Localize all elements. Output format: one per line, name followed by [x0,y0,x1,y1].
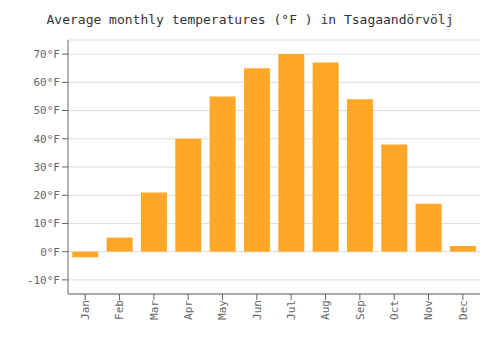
svg-text:Dec: Dec [457,300,470,320]
svg-text:30°F: 30°F [34,161,61,174]
html-text:Average monthly temperatures (: Average monthly temperatures (°F ) in Ts… [46,12,454,27]
svg-text:Oct: Oct [388,300,401,320]
svg-text:Aug: Aug [319,300,332,320]
svg-text:Jun: Jun [251,300,264,320]
svg-text:20°F: 20°F [34,189,61,202]
svg-text:0°F: 0°F [40,246,60,259]
svg-text:Jul: Jul [285,300,298,320]
svg-text:50°F: 50°F [34,104,61,117]
svg-text:Sep: Sep [354,300,367,320]
svg-text:Nov: Nov [422,300,435,320]
svg-text:70°F: 70°F [34,48,61,61]
svg-text:Feb: Feb [113,300,126,320]
svg-text:Jan: Jan [79,300,92,320]
svg-text:10°F: 10°F [34,217,61,230]
svg-text:Mar: Mar [148,300,161,320]
svg-text:May: May [216,300,229,320]
svg-text:Apr: Apr [182,300,195,320]
svg-text:40°F: 40°F [34,133,61,146]
svg-text:-10°F: -10°F [27,274,60,287]
svg-text:60°F: 60°F [34,76,61,89]
